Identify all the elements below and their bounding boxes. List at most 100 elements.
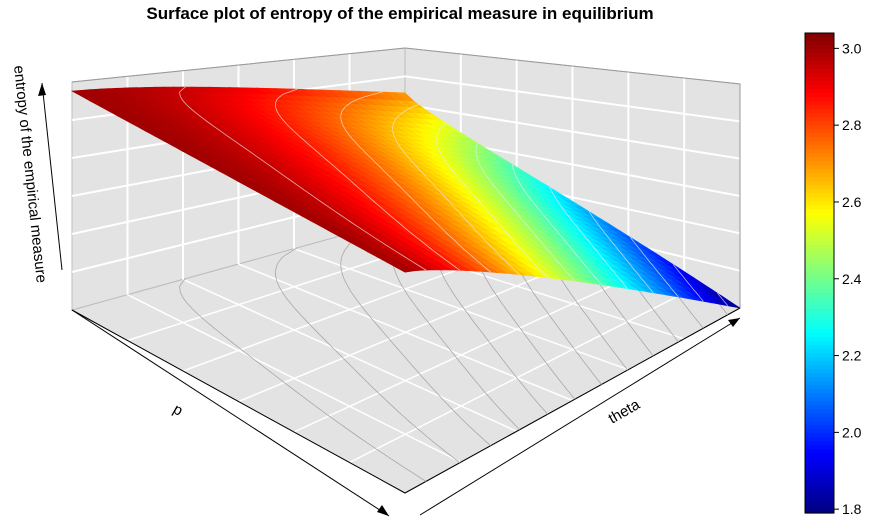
colorbar-swatch bbox=[805, 385, 834, 390]
colorbar-swatch bbox=[805, 457, 834, 462]
p-axis-arrowhead bbox=[377, 505, 389, 516]
colorbar-swatch bbox=[805, 365, 834, 370]
colorbar-swatch bbox=[805, 453, 834, 458]
colorbar-swatch bbox=[805, 85, 834, 90]
colorbar-swatch bbox=[805, 105, 834, 110]
colorbar-swatch bbox=[805, 269, 834, 274]
colorbar-ticks: 1.8 2.0 2.2 2.4 2.6 2.8 3.0 bbox=[834, 40, 862, 517]
colorbar-swatch bbox=[805, 37, 834, 42]
colorbar-swatch bbox=[805, 381, 834, 386]
colorbar-swatch bbox=[805, 477, 834, 482]
colorbar-swatch bbox=[805, 233, 834, 238]
colorbar-swatch bbox=[805, 81, 834, 86]
colorbar-swatch bbox=[805, 89, 834, 94]
colorbar-swatch bbox=[805, 373, 834, 378]
colorbar-swatch bbox=[805, 449, 834, 454]
colorbar-swatch bbox=[805, 309, 834, 314]
colorbar-swatch bbox=[805, 505, 834, 510]
colorbar-swatch bbox=[805, 261, 834, 266]
colorbar-swatch bbox=[805, 193, 834, 198]
colorbar-swatch bbox=[805, 509, 834, 514]
colorbar-swatch bbox=[805, 289, 834, 294]
colorbar-swatch bbox=[805, 53, 834, 58]
surface-contour-line bbox=[549, 187, 628, 289]
colorbar-swatch bbox=[805, 65, 834, 70]
surface-contour-line bbox=[672, 264, 704, 302]
colorbar-swatch bbox=[805, 221, 834, 226]
colorbar-swatch bbox=[805, 297, 834, 302]
surface-contour-line bbox=[717, 292, 729, 307]
surface bbox=[70, 86, 741, 309]
colorbar-tick-label: 2.8 bbox=[842, 117, 862, 133]
colorbar-swatch bbox=[805, 481, 834, 486]
colorbar-swatch bbox=[805, 161, 834, 166]
surface-contour-line bbox=[475, 142, 576, 282]
colorbar-swatch bbox=[805, 213, 834, 218]
colorbar-swatch bbox=[805, 101, 834, 106]
colorbar-swatch bbox=[805, 117, 834, 122]
colorbar-swatch bbox=[805, 157, 834, 162]
colorbar-swatch bbox=[805, 329, 834, 334]
colorbar-swatch bbox=[805, 441, 834, 446]
colorbar-swatch bbox=[805, 273, 834, 278]
colorbar-swatch bbox=[805, 97, 834, 102]
colorbar-swatch bbox=[805, 485, 834, 490]
colorbar-swatch bbox=[805, 361, 834, 366]
wall-grid-line bbox=[404, 103, 741, 160]
colorbar-swatch bbox=[805, 425, 834, 430]
colorbar-swatch bbox=[805, 225, 834, 230]
colorbar-swatch bbox=[805, 473, 834, 478]
surface-contour-line bbox=[340, 91, 491, 273]
colorbar-swatch bbox=[805, 397, 834, 402]
colorbar-swatch bbox=[805, 197, 834, 202]
colorbar-swatch bbox=[805, 73, 834, 78]
colorbar-swatch bbox=[805, 353, 834, 358]
colorbar-swatch bbox=[805, 129, 834, 134]
colorbar-swatch bbox=[805, 209, 834, 214]
colorbar-swatch bbox=[805, 265, 834, 270]
colorbar-swatch bbox=[805, 153, 834, 158]
colorbar-swatch bbox=[805, 469, 834, 474]
colorbar-swatch bbox=[805, 185, 834, 190]
colorbar-swatch bbox=[805, 445, 834, 450]
surface-contour-line bbox=[275, 88, 461, 271]
floor-edge bbox=[71, 307, 741, 494]
surface-contour-line bbox=[436, 122, 549, 278]
colorbar-swatch bbox=[805, 489, 834, 494]
colorbar-swatch bbox=[805, 249, 834, 254]
colorbar-swatch bbox=[805, 229, 834, 234]
surface-contour-line bbox=[511, 164, 602, 286]
colorbar-swatch bbox=[805, 189, 834, 194]
colorbar-swatch bbox=[805, 429, 834, 434]
colorbar-swatch bbox=[805, 33, 834, 38]
colorbar-swatch bbox=[805, 245, 834, 250]
colorbar-swatch bbox=[805, 349, 834, 354]
surface-contour-line bbox=[588, 211, 654, 294]
colorbar-swatch bbox=[805, 333, 834, 338]
colorbar-swatch bbox=[805, 237, 834, 242]
colorbar-swatch bbox=[805, 149, 834, 154]
colorbar-swatch bbox=[805, 377, 834, 382]
colorbar-swatch bbox=[805, 281, 834, 286]
colorbar-swatch bbox=[805, 217, 834, 222]
surface-contour-line bbox=[179, 86, 427, 271]
colorbar-swatch bbox=[805, 405, 834, 410]
colorbar-tick-label: 2.0 bbox=[842, 424, 862, 440]
colorbar-swatch bbox=[805, 413, 834, 418]
colorbar-swatch bbox=[805, 417, 834, 422]
colorbar-swatch bbox=[805, 277, 834, 282]
colorbar-swatch bbox=[805, 437, 834, 442]
colorbar-swatch bbox=[805, 205, 834, 210]
p-axis-label: p bbox=[170, 401, 186, 420]
colorbar-swatch bbox=[805, 41, 834, 46]
colorbar-swatch bbox=[805, 177, 834, 182]
colorbar-swatch bbox=[805, 409, 834, 414]
colorbar-tick-label: 3.0 bbox=[842, 40, 862, 56]
colorbar-swatch bbox=[805, 325, 834, 330]
colorbar bbox=[804, 32, 835, 514]
colorbar-swatch bbox=[805, 125, 834, 130]
surface-contour-line bbox=[392, 104, 520, 275]
colorbar-swatch bbox=[805, 389, 834, 394]
colorbar-swatch bbox=[805, 301, 834, 306]
